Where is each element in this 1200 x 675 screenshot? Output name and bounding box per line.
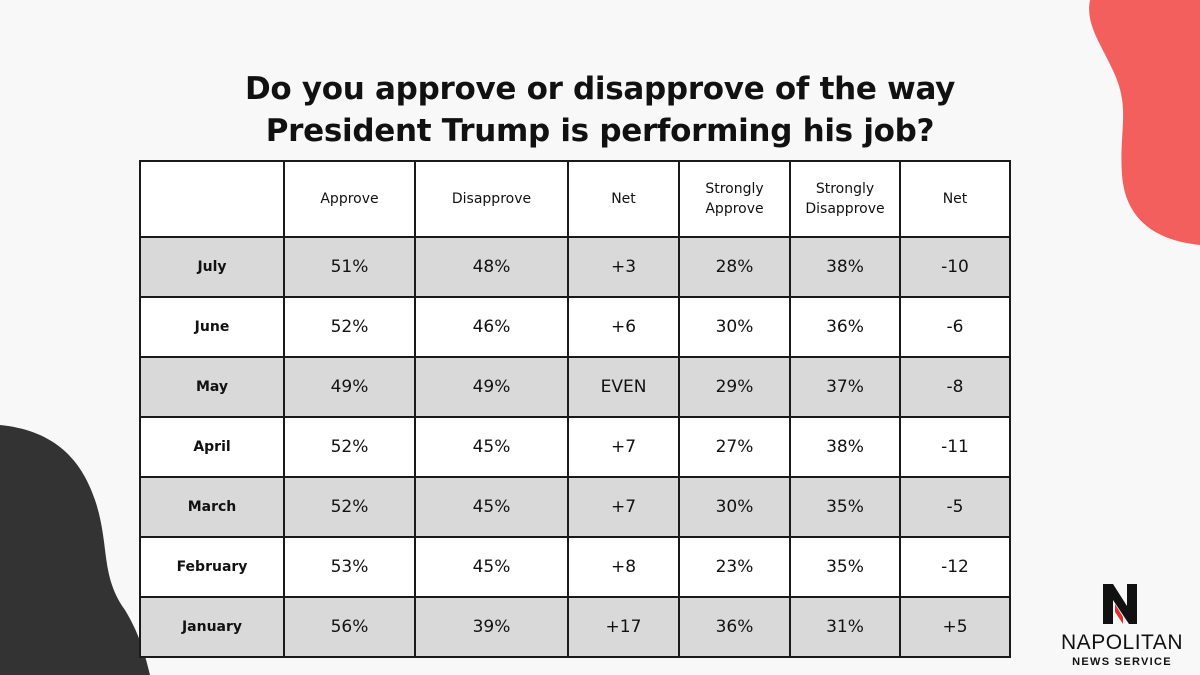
header-strongly-disapprove-label: Strongly Disapprove — [805, 181, 885, 217]
approve-cell: 49% — [283, 356, 416, 418]
napolitan-n-logo-icon — [1103, 584, 1137, 624]
header-approve: Approve — [283, 160, 416, 238]
disapprove-cell: 49% — [414, 356, 569, 418]
approve-cell: 52% — [283, 296, 416, 358]
strong-net-cell: -6 — [899, 296, 1011, 358]
approve-cell: 53% — [283, 536, 416, 598]
month-cell: April — [139, 416, 285, 478]
header-blank — [139, 160, 285, 238]
net-cell: +7 — [567, 416, 680, 478]
month-cell: July — [139, 236, 285, 298]
title-line-1: Do you approve or disapprove of the way — [244, 71, 956, 107]
strong-net-cell: -8 — [899, 356, 1011, 418]
disapprove-cell: 48% — [414, 236, 569, 298]
strongly-disapprove-cell: 38% — [789, 416, 901, 478]
strongly-approve-cell: 36% — [678, 596, 791, 658]
strong-net-cell: -11 — [899, 416, 1011, 478]
strongly-approve-cell: 30% — [678, 296, 791, 358]
table-header-row: Approve Disapprove Net Strongly Approve … — [139, 160, 1011, 238]
net-cell: +7 — [567, 476, 680, 538]
strongly-disapprove-cell: 37% — [789, 356, 901, 418]
approve-cell: 52% — [283, 416, 416, 478]
strong-net-cell: -12 — [899, 536, 1011, 598]
header-strong-net: Net — [899, 160, 1011, 238]
napolitan-logo: NAPOLITAN NEWS SERVICE — [1049, 580, 1199, 675]
table-row: April 52% 45% +7 27% 38% -11 — [139, 416, 1011, 478]
disapprove-cell: 46% — [414, 296, 569, 358]
strong-net-cell: -10 — [899, 236, 1011, 298]
strongly-disapprove-cell: 36% — [789, 296, 901, 358]
strongly-approve-cell: 29% — [678, 356, 791, 418]
decorative-dark-blob — [0, 425, 150, 675]
table-row: May 49% 49% EVEN 29% 37% -8 — [139, 356, 1011, 418]
net-cell: +17 — [567, 596, 680, 658]
approve-cell: 56% — [283, 596, 416, 658]
table-row: March 52% 45% +7 30% 35% -5 — [139, 476, 1011, 538]
disapprove-cell: 45% — [414, 536, 569, 598]
approval-table: Approve Disapprove Net Strongly Approve … — [139, 160, 1011, 658]
title-line-2: President Trump is performing his job? — [265, 113, 935, 149]
month-cell: May — [139, 356, 285, 418]
disapprove-cell: 45% — [414, 416, 569, 478]
strongly-disapprove-cell: 38% — [789, 236, 901, 298]
table-row: June 52% 46% +6 30% 36% -6 — [139, 296, 1011, 358]
logo-subtitle: NEWS SERVICE — [1072, 656, 1172, 668]
table-row: January 56% 39% +17 36% 31% +5 — [139, 596, 1011, 658]
strongly-disapprove-cell: 31% — [789, 596, 901, 658]
month-cell: February — [139, 536, 285, 598]
month-cell: March — [139, 476, 285, 538]
header-net: Net — [567, 160, 680, 238]
header-disapprove: Disapprove — [414, 160, 569, 238]
header-strongly-disapprove: Strongly Disapprove — [789, 160, 901, 238]
strongly-approve-cell: 27% — [678, 416, 791, 478]
strongly-disapprove-cell: 35% — [789, 476, 901, 538]
strong-net-cell: +5 — [899, 596, 1011, 658]
logo-name: NAPOLITAN — [1061, 631, 1183, 654]
disapprove-cell: 39% — [414, 596, 569, 658]
decorative-red-blob — [1089, 0, 1200, 245]
net-cell: +3 — [567, 236, 680, 298]
net-cell: EVEN — [567, 356, 680, 418]
strongly-approve-cell: 30% — [678, 476, 791, 538]
strongly-disapprove-cell: 35% — [789, 536, 901, 598]
strongly-approve-cell: 28% — [678, 236, 791, 298]
approve-cell: 52% — [283, 476, 416, 538]
net-cell: +8 — [567, 536, 680, 598]
table-body: July 51% 48% +3 28% 38% -10 June 52% 46% +6 30% 36% -… — [139, 236, 1011, 658]
strong-net-cell: -5 — [899, 476, 1011, 538]
net-cell: +6 — [567, 296, 680, 358]
month-cell: January — [139, 596, 285, 658]
chart-title: Do you approve or disapprove of the way … — [150, 68, 1050, 152]
header-strongly-approve: Strongly Approve — [678, 160, 791, 238]
table-row: July 51% 48% +3 28% 38% -10 — [139, 236, 1011, 298]
table-row: February 53% 45% +8 23% 35% -12 — [139, 536, 1011, 598]
header-strongly-approve-label: Strongly Approve — [705, 181, 764, 217]
approve-cell: 51% — [283, 236, 416, 298]
strongly-approve-cell: 23% — [678, 536, 791, 598]
disapprove-cell: 45% — [414, 476, 569, 538]
month-cell: June — [139, 296, 285, 358]
